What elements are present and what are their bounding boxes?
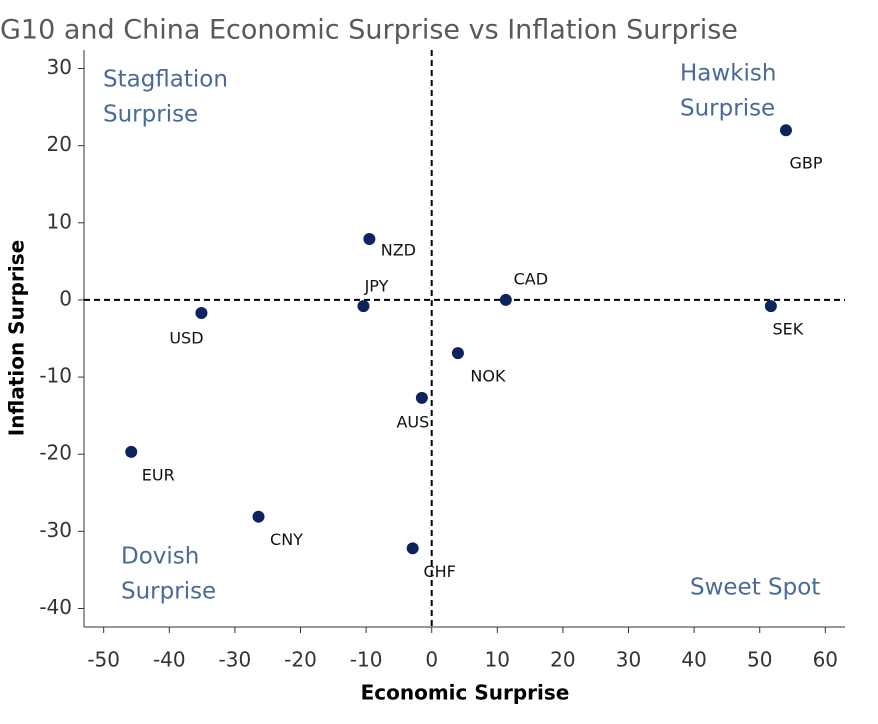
- quadrant-label: Sweet Spot: [690, 575, 820, 601]
- point: [195, 307, 208, 320]
- y-tick-label: -20: [39, 441, 72, 465]
- y-axis-title: Inflation Surprise: [5, 240, 29, 436]
- point: [764, 300, 777, 313]
- x-tick-label: -20: [284, 648, 317, 672]
- x-tick-label: 20: [550, 648, 575, 672]
- point-label: CAD: [514, 269, 548, 288]
- point-label: AUS: [396, 412, 429, 431]
- y-tick-label: 30: [47, 55, 72, 79]
- point-label: EUR: [142, 465, 175, 484]
- point: [363, 232, 376, 245]
- point-label: NOK: [470, 367, 506, 386]
- y-tick-label: 10: [47, 209, 72, 233]
- point: [499, 293, 512, 306]
- x-tick-label: 40: [681, 648, 706, 672]
- point: [451, 347, 464, 360]
- quadrant-label: Surprise: [103, 102, 198, 128]
- x-tick-label: -50: [87, 648, 120, 672]
- x-tick-label: -30: [219, 648, 252, 672]
- quadrant-label: Surprise: [121, 579, 216, 605]
- x-tick-label: 50: [747, 648, 772, 672]
- x-axis-title: Economic Surprise: [361, 681, 570, 705]
- x-tick-label: -10: [350, 648, 383, 672]
- point: [252, 510, 265, 523]
- point: [125, 445, 138, 458]
- point-label: GBP: [789, 154, 822, 173]
- x-tick-label: 60: [813, 648, 838, 672]
- y-tick-label: -10: [39, 364, 72, 388]
- x-tick-label: 0: [425, 648, 438, 672]
- point-label: CHF: [423, 562, 455, 581]
- chart-title: G10 and China Economic Surprise vs Infla…: [0, 15, 738, 46]
- y-tick-label: 0: [59, 286, 72, 310]
- point: [415, 391, 428, 404]
- quadrant-label: Dovish: [121, 544, 199, 570]
- x-tick-label: 10: [485, 648, 510, 672]
- x-tick-label: -40: [153, 648, 186, 672]
- point-label: JPY: [364, 277, 389, 296]
- y-tick-label: -40: [39, 595, 72, 619]
- y-tick-label: 20: [47, 132, 72, 156]
- point-label: CNY: [270, 530, 303, 549]
- y-tick-label: -30: [39, 518, 72, 542]
- quadrant-label: Surprise: [680, 96, 775, 122]
- quadrant-label: Stagflation: [103, 67, 228, 93]
- x-tick-label: 30: [616, 648, 641, 672]
- point-label: USD: [169, 329, 203, 348]
- point: [779, 124, 792, 137]
- quadrant-label: Hawkish: [680, 61, 776, 87]
- point: [357, 300, 370, 313]
- point-label: NZD: [381, 240, 416, 259]
- point-label: SEK: [772, 320, 803, 339]
- point: [406, 542, 419, 555]
